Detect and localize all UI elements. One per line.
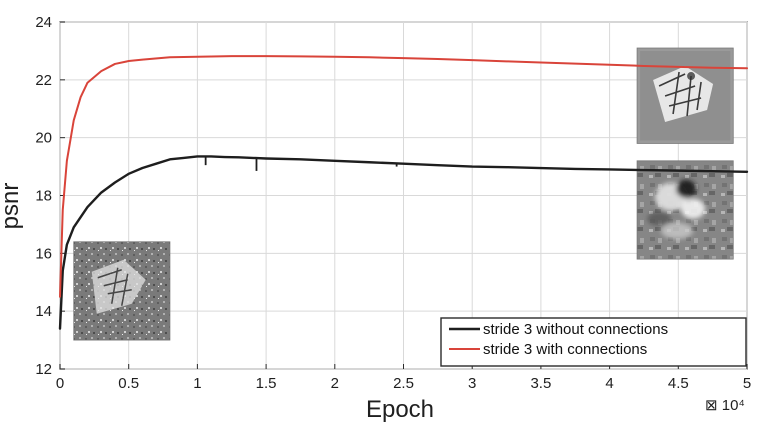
- legend-box: [440, 317, 747, 367]
- clean-butterfly-image: [636, 47, 734, 144]
- x-tick-label: 1.5: [256, 375, 277, 392]
- series-line-with-connections: [59, 55, 748, 298]
- blurry-butterfly-image: [636, 160, 734, 260]
- y-tick-label: 12: [35, 361, 52, 378]
- x-tick-label: 4.5: [668, 375, 689, 392]
- y-tick-label: 16: [35, 245, 52, 262]
- x-tick-label: 3: [468, 375, 476, 392]
- butterfly-wing-shape: [91, 259, 146, 314]
- y-tick-label: 22: [35, 72, 52, 89]
- y-tick-label: 24: [35, 14, 52, 31]
- x-axis-multiplier: ⊠ 10⁴: [705, 397, 745, 414]
- y-tick-label: 20: [35, 130, 52, 147]
- y-tick-label: 18: [35, 188, 52, 205]
- legend-label: stride 3 with connections: [483, 341, 647, 358]
- x-tick-label: 0.5: [118, 375, 139, 392]
- series-line-without-connections: [58, 155, 749, 330]
- chart-legend: stride 3 without connections stride 3 wit…: [440, 317, 747, 367]
- y-axis-label: psnr: [0, 183, 24, 230]
- x-tick-label: 4: [605, 375, 613, 392]
- noisy-butterfly-image: [73, 241, 171, 341]
- butterfly-veins-shape: [658, 71, 702, 117]
- x-axis-label: Epoch: [366, 396, 434, 423]
- y-tick-label: 14: [35, 303, 52, 320]
- x-tick-label: 1: [193, 375, 201, 392]
- x-tick-label: 2.5: [393, 375, 414, 392]
- x-tick-label: 5: [743, 375, 751, 392]
- butterfly-veins-shape: [97, 267, 132, 306]
- legend-label: stride 3 without connections: [483, 321, 668, 338]
- x-tick-label: 2: [331, 375, 339, 392]
- x-tick-label: 0: [56, 375, 64, 392]
- x-tick-label: 3.5: [530, 375, 551, 392]
